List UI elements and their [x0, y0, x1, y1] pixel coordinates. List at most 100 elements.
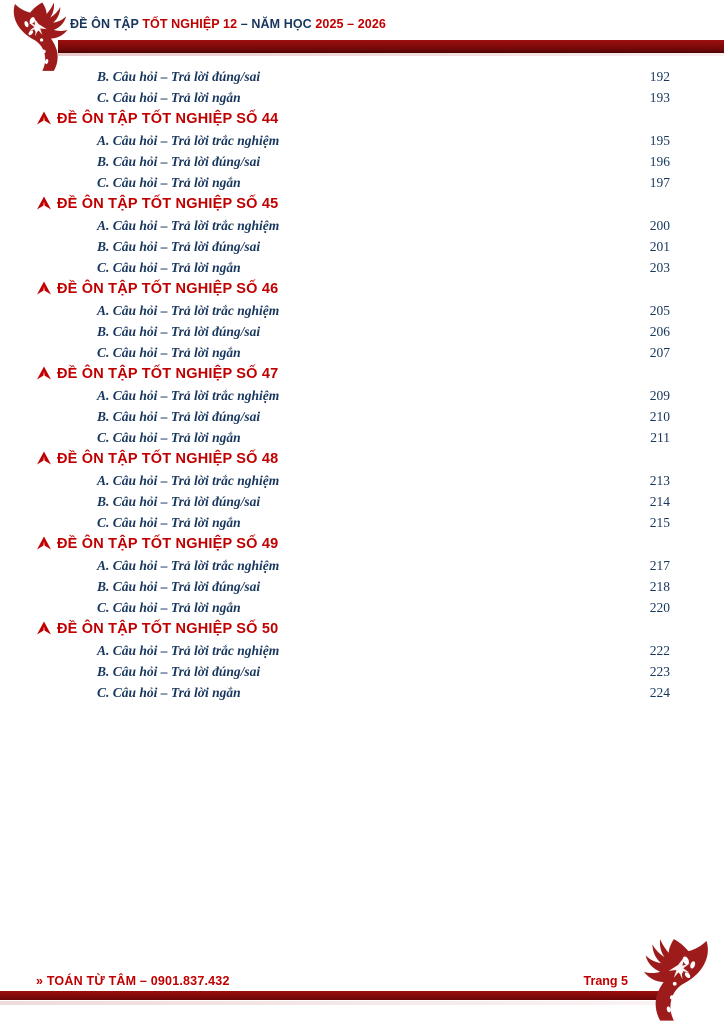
horse-head-logo-icon — [634, 934, 724, 1024]
toc-entry-label: B. Câu hỏi – Trả lời đúng/sai — [97, 239, 261, 254]
toc-entry-page: 192 — [649, 69, 670, 84]
toc-leader-dots — [242, 597, 643, 609]
toc-entry[interactable]: A. Câu hỏi – Trả lời trắc nghiệm 213 — [0, 470, 724, 491]
toc-entry-label: C. Câu hỏi – Trả lời ngắn — [97, 600, 241, 615]
toc-entry-label: C. Câu hỏi – Trả lời ngắn — [97, 685, 241, 700]
toc-section-heading[interactable]: ĐỀ ÔN TẬP TỐT NGHIỆP SỐ 44 — [0, 108, 724, 130]
toc-leader-dots — [281, 215, 643, 227]
toc-entry-page: 211 — [650, 430, 670, 445]
footer-divider-bar — [0, 991, 668, 1000]
toc-section-title: ĐỀ ÔN TẬP TỐT NGHIỆP SỐ 45 — [57, 196, 279, 212]
toc-entry-page: 195 — [649, 133, 670, 148]
title-part-2: TỐT NGHIỆP 12 — [142, 17, 238, 31]
toc-entry-label: A. Câu hỏi – Trả lời trắc nghiệm — [97, 303, 280, 318]
toc-entry[interactable]: B. Câu hỏi – Trả lời đúng/sai 210 — [0, 406, 724, 427]
toc-entry-label: C. Câu hỏi – Trả lời ngắn — [97, 515, 241, 530]
toc-entry-page: 210 — [649, 409, 670, 424]
toc-section-heading[interactable]: ĐỀ ÔN TẬP TỐT NGHIỆP SỐ 49 — [0, 533, 724, 555]
toc-entry-label: B. Câu hỏi – Trả lời đúng/sai — [97, 409, 261, 424]
toc-entry-label: C. Câu hỏi – Trả lời ngắn — [97, 90, 241, 105]
toc-entry-label: A. Câu hỏi – Trả lời trắc nghiệm — [97, 643, 280, 658]
toc-section-title: ĐỀ ÔN TẬP TỐT NGHIỆP SỐ 47 — [57, 366, 279, 382]
arrow-marker-icon — [36, 366, 52, 380]
toc-entry-label: B. Câu hỏi – Trả lời đúng/sai — [97, 579, 261, 594]
toc-entry-label: A. Câu hỏi – Trả lời trắc nghiệm — [97, 218, 280, 233]
toc-entry-page: 215 — [649, 515, 670, 530]
toc-entry-label: A. Câu hỏi – Trả lời trắc nghiệm — [97, 558, 280, 573]
toc-entry-label: B. Câu hỏi – Trả lời đúng/sai — [97, 494, 261, 509]
toc-entry[interactable]: C. Câu hỏi – Trả lời ngắn 203 — [0, 257, 724, 278]
toc-entry[interactable]: A. Câu hỏi – Trả lời trắc nghiệm 217 — [0, 555, 724, 576]
toc-leader-dots — [262, 151, 643, 163]
toc-entry-page: 213 — [649, 473, 670, 488]
toc-entry[interactable]: B. Câu hỏi – Trả lời đúng/sai 218 — [0, 576, 724, 597]
toc-entry[interactable]: B. Câu hỏi – Trả lời đúng/sai 206 — [0, 321, 724, 342]
toc-entry-label: C. Câu hỏi – Trả lời ngắn — [97, 430, 241, 445]
toc-entry[interactable]: B. Câu hỏi – Trả lời đúng/sai 214 — [0, 491, 724, 512]
toc-section-heading[interactable]: ĐỀ ÔN TẬP TỐT NGHIỆP SỐ 45 — [0, 193, 724, 215]
title-part-4: 2025 – 2026 — [315, 17, 386, 31]
toc-section-title: ĐỀ ÔN TẬP TỐT NGHIỆP SỐ 46 — [57, 281, 279, 297]
toc-leader-dots — [262, 661, 643, 673]
arrow-marker-icon — [36, 281, 52, 295]
page-title: ĐỀ ÔN TẬP TỐT NGHIỆP 12 – NĂM HỌC 2025 –… — [70, 17, 386, 31]
toc-section-title: ĐỀ ÔN TẬP TỐT NGHIỆP SỐ 50 — [57, 621, 279, 637]
toc-entry[interactable]: A. Câu hỏi – Trả lời trắc nghiệm 222 — [0, 640, 724, 661]
toc-leader-dots — [242, 512, 643, 524]
toc-entry-page: 223 — [649, 664, 670, 679]
toc-entry[interactable]: C. Câu hỏi – Trả lời ngắn 220 — [0, 597, 724, 618]
toc-entry-page: 203 — [649, 260, 670, 275]
toc-entry[interactable]: B. Câu hỏi – Trả lời đúng/sai 196 — [0, 151, 724, 172]
toc-leader-dots — [242, 172, 643, 184]
toc-entry-page: 214 — [649, 494, 670, 509]
toc-leader-dots — [242, 257, 643, 269]
toc-entry-page: 200 — [649, 218, 670, 233]
toc-entry[interactable]: A. Câu hỏi – Trả lời trắc nghiệm 200 — [0, 215, 724, 236]
toc-leader-dots — [281, 555, 643, 567]
toc-entry-label: A. Câu hỏi – Trả lời trắc nghiệm — [97, 473, 280, 488]
toc-entry[interactable]: B. Câu hỏi – Trả lời đúng/sai 192 — [0, 66, 724, 87]
toc-leader-dots — [281, 130, 643, 142]
toc-entry[interactable]: C. Câu hỏi – Trả lời ngắn 211 — [0, 427, 724, 448]
toc-entry-page: 224 — [649, 685, 670, 700]
toc-section-heading[interactable]: ĐỀ ÔN TẬP TỐT NGHIỆP SỐ 50 — [0, 618, 724, 640]
toc-entry-label: B. Câu hỏi – Trả lời đúng/sai — [97, 154, 261, 169]
toc-section-heading[interactable]: ĐỀ ÔN TẬP TỐT NGHIỆP SỐ 48 — [0, 448, 724, 470]
arrow-marker-icon — [36, 196, 52, 210]
toc-entry[interactable]: A. Câu hỏi – Trả lời trắc nghiệm 195 — [0, 130, 724, 151]
toc-leader-dots — [262, 321, 643, 333]
footer-divider-shadow — [0, 1001, 668, 1005]
arrow-marker-icon — [36, 536, 52, 550]
toc-entry[interactable]: C. Câu hỏi – Trả lời ngắn 207 — [0, 342, 724, 363]
toc-leader-dots — [242, 342, 643, 354]
toc-leader-dots — [242, 87, 643, 99]
toc-leader-dots — [281, 385, 643, 397]
title-part-1: ĐỀ ÔN TẬP — [70, 17, 143, 31]
toc-entry-page: 205 — [649, 303, 670, 318]
toc-leader-dots — [262, 236, 643, 248]
toc-entry[interactable]: A. Câu hỏi – Trả lời trắc nghiệm 205 — [0, 300, 724, 321]
toc-entry[interactable]: B. Câu hỏi – Trả lời đúng/sai 223 — [0, 661, 724, 682]
toc-entry-label: C. Câu hỏi – Trả lời ngắn — [97, 345, 241, 360]
toc-entry[interactable]: C. Câu hỏi – Trả lời ngắn 193 — [0, 87, 724, 108]
toc-entry-label: A. Câu hỏi – Trả lời trắc nghiệm — [97, 388, 280, 403]
toc-entry[interactable]: C. Câu hỏi – Trả lời ngắn 197 — [0, 172, 724, 193]
table-of-contents: B. Câu hỏi – Trả lời đúng/sai 192 C. Câu h… — [0, 66, 724, 703]
toc-entry-page: 217 — [649, 558, 670, 573]
page-footer: » TOÁN TỪ TÂM – 0901.837.432 Trang 5 — [0, 934, 724, 1024]
toc-entry[interactable]: C. Câu hỏi – Trả lời ngắn 224 — [0, 682, 724, 703]
toc-entry-page: 220 — [649, 600, 670, 615]
toc-entry-page: 207 — [649, 345, 670, 360]
toc-entry[interactable]: C. Câu hỏi – Trả lời ngắn 215 — [0, 512, 724, 533]
toc-entry-page: 196 — [649, 154, 670, 169]
toc-entry-page: 201 — [649, 239, 670, 254]
toc-section-heading[interactable]: ĐỀ ÔN TẬP TỐT NGHIỆP SỐ 46 — [0, 278, 724, 300]
toc-leader-dots — [281, 300, 643, 312]
toc-entry-label: C. Câu hỏi – Trả lời ngắn — [97, 260, 241, 275]
toc-entry-label: A. Câu hỏi – Trả lời trắc nghiệm — [97, 133, 280, 148]
toc-entry[interactable]: B. Câu hỏi – Trả lời đúng/sai 201 — [0, 236, 724, 257]
toc-leader-dots — [281, 640, 643, 652]
toc-entry[interactable]: A. Câu hỏi – Trả lời trắc nghiệm 209 — [0, 385, 724, 406]
toc-section-heading[interactable]: ĐỀ ÔN TẬP TỐT NGHIỆP SỐ 47 — [0, 363, 724, 385]
arrow-marker-icon — [36, 451, 52, 465]
